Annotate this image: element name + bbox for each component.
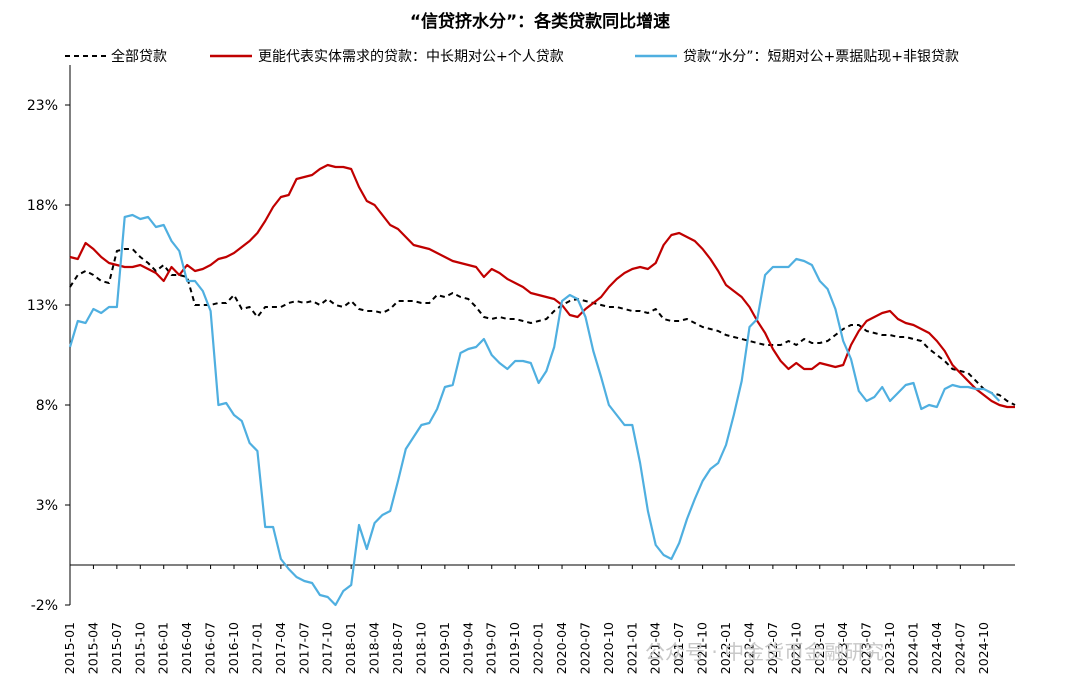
y-tick-label: -2% [31, 598, 58, 614]
x-tick-label: 2016-10 [226, 622, 241, 674]
x-tick-label: 2019-07 [484, 622, 499, 674]
series-line-1 [69, 248, 1016, 406]
x-tick-label: 2024-07 [952, 622, 967, 674]
x-tick-label: 2017-07 [296, 622, 311, 674]
series-group [68, 163, 1016, 607]
x-tick-label: 2024-01 [905, 622, 920, 674]
x-tick-label: 2024-04 [929, 622, 944, 674]
x-tick-label: 2016-01 [156, 622, 171, 674]
y-tick-label: 8% [36, 398, 58, 414]
legend-label-3: 贷款“水分”：短期对公+票据贴现+非银贷款 [683, 49, 959, 65]
y-axis: -2% 3% 8% 13% 18% 23% [27, 65, 71, 614]
x-tick-label: 2020-04 [554, 622, 569, 674]
x-tick-label: 2021-04 [648, 622, 663, 674]
x-tick-label: 2024-10 [976, 622, 991, 674]
x-tick-label: 2022-01 [718, 622, 733, 674]
x-tick-label: 2019-10 [507, 622, 522, 674]
x-tick-label: 2019-01 [437, 622, 452, 674]
series-line-2 [69, 163, 1015, 409]
x-tick-label: 2019-04 [460, 622, 475, 674]
x-tick-label: 2018-10 [413, 622, 428, 674]
x-tick-label: 2016-07 [203, 622, 218, 674]
x-tick-label: 2017-04 [273, 622, 288, 674]
legend-label-1: 全部贷款 [111, 48, 167, 65]
x-axis: 2015-01 2015-04 2015-07 2015-10 2016-01 2016-… [62, 564, 1015, 674]
x-tick-label: 2023-04 [835, 622, 850, 674]
x-tick-label: 2017-01 [249, 622, 264, 674]
x-tick-label: 2022-10 [788, 622, 803, 674]
x-tick-label: 2022-04 [741, 622, 756, 674]
y-tick-label: 23% [27, 98, 58, 114]
watermark: 公众号 · 中金货币金融研究 [645, 640, 884, 664]
x-tick-label: 2020-10 [601, 622, 616, 674]
x-tick-label: 2023-10 [882, 622, 897, 674]
x-tick-label: 2023-07 [859, 622, 874, 674]
x-tick-label: 2015-07 [109, 622, 124, 674]
x-tick-label: 2018-04 [367, 622, 382, 674]
legend: 全部贷款 更能代表实体需求的贷款：中长期对公+个人贷款 贷款“水分”：短期对公+票据… [65, 48, 959, 65]
x-tick-label: 2017-10 [320, 622, 335, 674]
y-tick-label: 13% [27, 298, 58, 314]
x-tick-label: 2021-07 [671, 622, 686, 674]
x-tick-label: 2021-10 [695, 622, 710, 674]
x-tick-label: 2015-10 [132, 622, 147, 674]
y-tick-label: 18% [27, 198, 58, 214]
x-tick-label: 2020-01 [531, 622, 546, 674]
series-line-3 [68, 213, 1001, 607]
x-tick-label: 2021-01 [624, 622, 639, 674]
x-tick-label: 2015-04 [85, 622, 100, 674]
y-tick-label: 3% [36, 498, 58, 514]
legend-label-2: 更能代表实体需求的贷款：中长期对公+个人贷款 [258, 49, 564, 65]
x-tick-label: 2018-01 [343, 622, 358, 674]
x-tick-label: 2016-04 [179, 622, 194, 674]
x-tick-label: 2015-01 [62, 622, 77, 674]
x-tick-label: 2022-07 [765, 622, 780, 674]
x-tick-label: 2018-07 [390, 622, 405, 674]
x-tick-label: 2020-07 [577, 622, 592, 674]
chart-title: “信贷挤水分”：各类贷款同比增速 [410, 11, 670, 32]
x-tick-label: 2023-01 [812, 622, 827, 674]
